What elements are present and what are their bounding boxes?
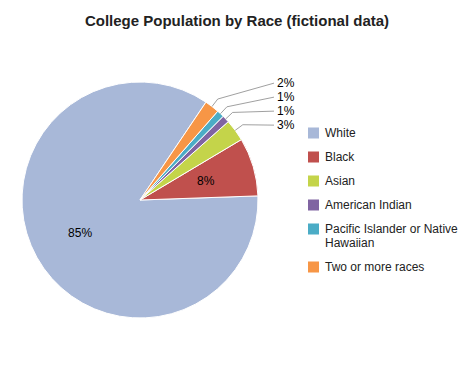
legend: White Black Asian American Indian Pacific Is… xyxy=(308,126,458,274)
data-label: 8% xyxy=(197,174,215,188)
leader-line xyxy=(212,83,274,106)
data-label: 3% xyxy=(277,118,295,132)
legend-label: Asian xyxy=(325,174,355,188)
legend-swatch xyxy=(308,176,319,187)
legend-swatch xyxy=(308,224,319,235)
title: College Population by Race (fictional da… xyxy=(85,12,389,29)
legend-swatch xyxy=(308,262,319,273)
pie-slice xyxy=(22,82,258,318)
data-label: 1% xyxy=(277,104,295,118)
legend-label: White xyxy=(325,126,356,140)
legend-label-line: Black xyxy=(325,150,355,164)
legend-label: Two or more races xyxy=(325,260,424,274)
legend-label-line: Pacific Islander or Native xyxy=(325,222,458,236)
legend-label-line: Asian xyxy=(325,174,355,188)
legend-label: Pacific Islander or NativeHawaiian xyxy=(325,222,458,250)
leader-line xyxy=(235,125,274,131)
data-label: 85% xyxy=(68,226,92,240)
legend-swatch xyxy=(308,200,319,211)
legend-label-line: White xyxy=(325,126,356,140)
pie-slice xyxy=(140,111,223,200)
pie-slice xyxy=(140,102,218,200)
pie-slice xyxy=(140,116,228,200)
page: {"chart_data": {"type": "pie", "title": … xyxy=(0,0,474,365)
legend-swatch xyxy=(308,128,319,139)
slices xyxy=(22,82,258,318)
chart-svg: College Population by Race (fictional da… xyxy=(0,0,474,365)
leader-line xyxy=(226,111,274,119)
legend-label-line: Hawaiian xyxy=(325,236,374,250)
legend-swatch xyxy=(308,152,319,163)
data-labels: 85%8%2%1%1%3% xyxy=(68,76,295,240)
legend-label-line: Two or more races xyxy=(325,260,424,274)
legend-label: Black xyxy=(325,150,355,164)
data-label: 1% xyxy=(277,90,295,104)
chart-container: College Population by Race (fictional da… xyxy=(0,0,474,365)
legend-label: American Indian xyxy=(325,198,412,212)
data-label: 2% xyxy=(277,76,295,90)
legend-label-line: American Indian xyxy=(325,198,412,212)
